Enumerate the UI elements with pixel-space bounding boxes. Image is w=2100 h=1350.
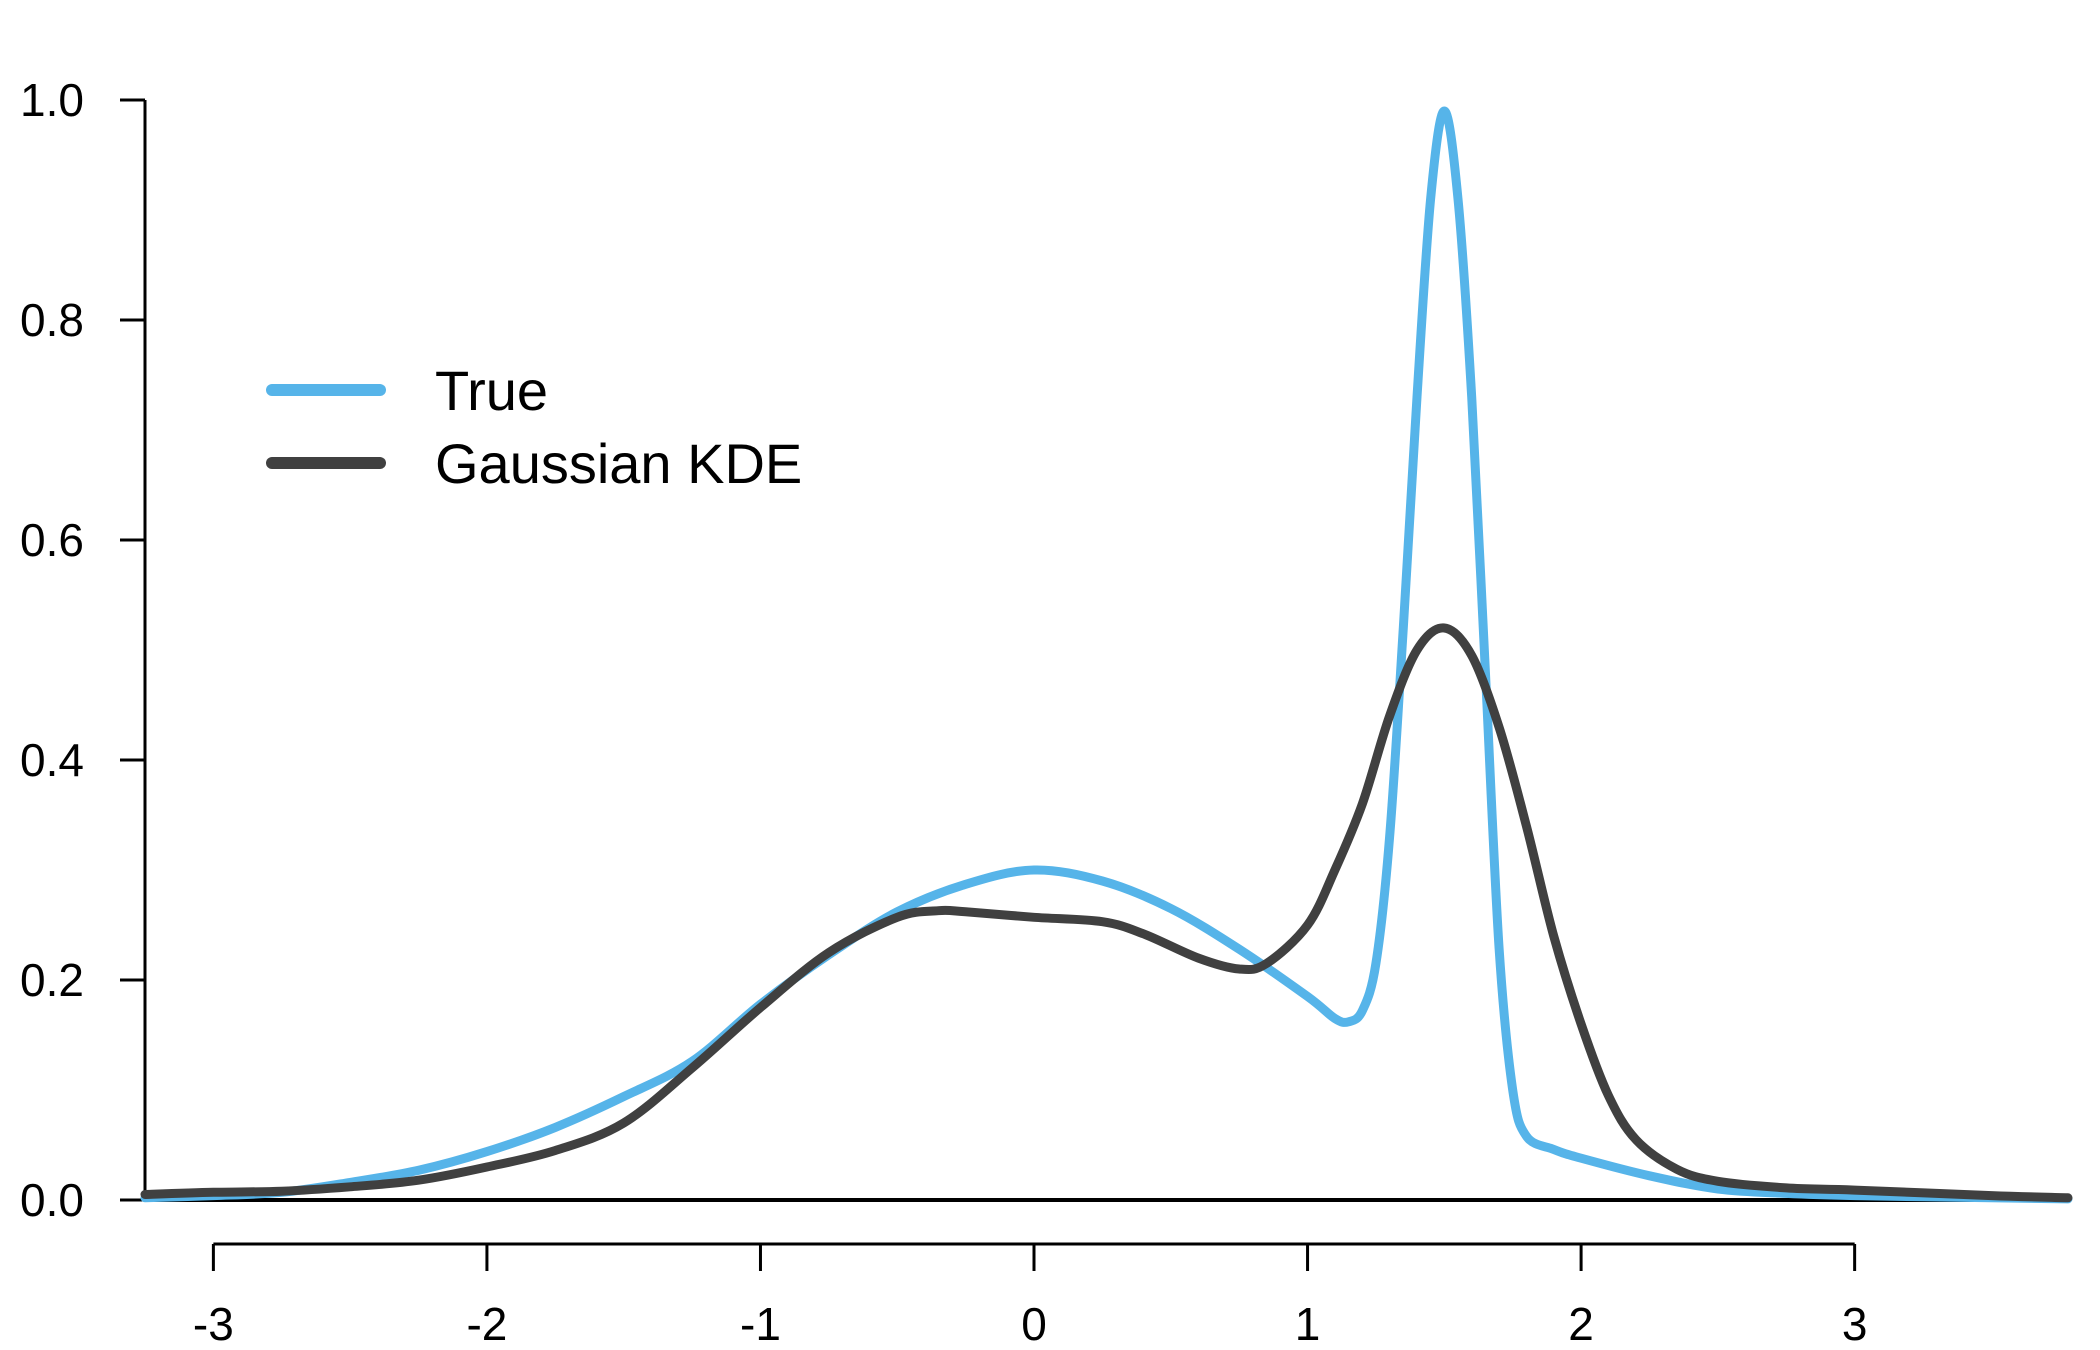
y-tick-label: 0.6 [20, 514, 84, 566]
y-tick-label: 0.8 [20, 294, 84, 346]
x-tick-label: -1 [740, 1298, 781, 1350]
axes: 0.0 0.2 0.4 0.6 0.8 1.0 -3 -2 -1 0 1 2 3 [20, 74, 2068, 1350]
series-line-gaussian-kde [140, 623, 2073, 1203]
series-line-true [140, 106, 2073, 1204]
x-tick-label: -3 [193, 1298, 234, 1350]
x-tick-label: 0 [1021, 1298, 1047, 1350]
y-tick-label: 0.4 [20, 734, 84, 786]
series-layer [140, 106, 2073, 1204]
y-tick-label: 0.2 [20, 954, 84, 1006]
legend: True Gaussian KDE [266, 359, 802, 495]
x-tick-label: 2 [1568, 1298, 1594, 1350]
y-tick-label: 0.0 [20, 1174, 84, 1226]
y-tick-label: 1.0 [20, 74, 84, 126]
x-tick-label: 3 [1842, 1298, 1868, 1350]
x-tick-label: 1 [1295, 1298, 1321, 1350]
legend-label: Gaussian KDE [435, 432, 802, 495]
legend-label: True [435, 359, 548, 422]
x-tick-label: -2 [466, 1298, 507, 1350]
